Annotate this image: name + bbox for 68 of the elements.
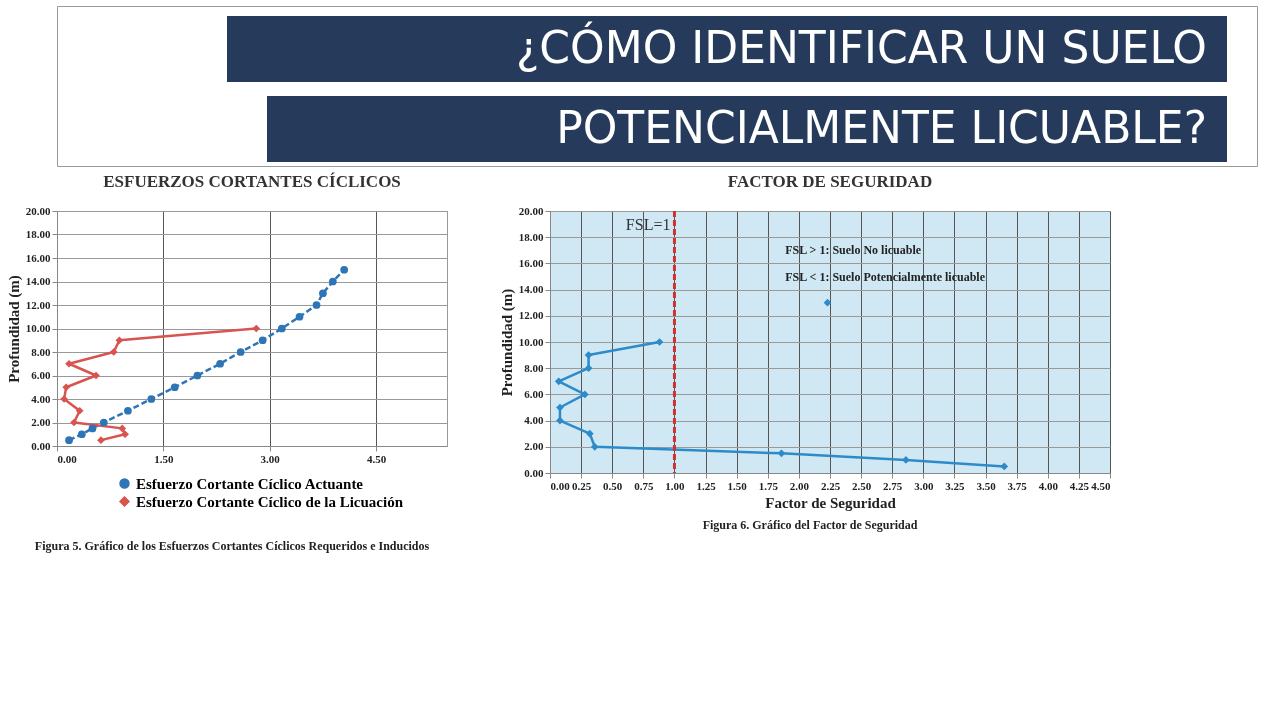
x-tick-label: 0.75 — [634, 479, 654, 492]
y-tick-label: 16.00 — [518, 256, 544, 269]
y-tick-label: 0.00 — [31, 439, 51, 452]
y-tick-label: 2.00 — [31, 416, 51, 428]
y-tick-label: 18.00 — [25, 228, 51, 240]
y-tick-label: 6.00 — [31, 369, 51, 381]
text: ¿CÓMO IDENTIFICAR UN SUELO — [515, 21, 1207, 73]
point — [580, 390, 589, 399]
y-tick-label: 0.00 — [524, 466, 544, 479]
y-tick-label: 2.00 — [524, 440, 544, 453]
point — [584, 364, 593, 373]
y-tick-label: 10.00 — [25, 322, 51, 334]
x-tick-label: 4.25 — [1069, 479, 1090, 492]
text: POTENCIALMENTE LICUABLE? — [556, 102, 1207, 153]
x-tick-label: 4.50 — [1091, 479, 1111, 492]
point — [1000, 462, 1009, 471]
x-tick-label: 1.75 — [758, 479, 779, 492]
x-tick-label: 3.00 — [260, 452, 281, 465]
point — [902, 456, 910, 464]
point — [655, 338, 664, 346]
x-tick-label: 1.50 — [727, 479, 748, 492]
x-tick-label: 2.50 — [851, 479, 872, 492]
chart-title: ESFUERZOS CORTANTES CÍCLICOS — [103, 172, 401, 191]
y-tick-label: 6.00 — [524, 387, 544, 400]
x-tick-label: 3.75 — [1007, 479, 1028, 492]
point — [823, 298, 832, 307]
point — [556, 403, 564, 412]
point — [584, 351, 593, 359]
y-tick-label: 12.00 — [518, 309, 544, 322]
y-axis-title: Profundidad (m) — [5, 275, 23, 383]
y-tick-label: 20.00 — [518, 204, 544, 217]
y-tick-label: 16.00 — [25, 251, 51, 264]
x-tick-label: 1.00 — [665, 479, 686, 492]
x-tick-label: 1.50 — [154, 452, 174, 465]
y-tick-label: 20.00 — [25, 204, 51, 217]
y-tick-label: 8.00 — [31, 345, 51, 358]
x-tick-label: 4.50 — [366, 452, 387, 465]
point — [777, 449, 786, 458]
x-tick-label: 2.75 — [883, 479, 903, 492]
y-tick-label: 4.00 — [31, 392, 51, 405]
x-tick-label: 3.50 — [976, 479, 997, 492]
y-tick-label: 14.00 — [518, 283, 544, 296]
x-axis-title: Factor de Seguridad — [765, 494, 897, 511]
text: Figura 5. Gráfico de los Esfuerzos Cortantes Cíclicos Requeridos e Inducidos — [34, 539, 430, 553]
chart-title: FACTOR DE SEGURIDAD — [727, 172, 933, 191]
x-tick-label: 0.25 — [571, 479, 592, 492]
y-tick-label: 8.00 — [524, 361, 544, 374]
x-tick-label: 2.00 — [789, 479, 810, 492]
x-tick-label: 0.50 — [603, 479, 623, 492]
x-tick-label: 0.00 — [57, 452, 78, 465]
legend-label: Esfuerzo Cortante Cíclico de la Licuación — [136, 493, 404, 510]
y-tick-label: 18.00 — [518, 230, 544, 243]
y-tick-label: 10.00 — [518, 335, 544, 348]
point — [590, 442, 599, 451]
text: Figura 6. Gráfico del Factor de Seguridad — [702, 518, 918, 532]
point — [554, 377, 563, 386]
y-tick-label: 4.00 — [524, 414, 544, 427]
y-tick-label: 12.00 — [25, 298, 51, 311]
x-tick-label: 3.25 — [945, 479, 966, 492]
legend-label: Esfuerzo Cortante Cíclico Actuante — [136, 475, 364, 492]
y-axis-title: Profundidad (m) — [498, 288, 516, 397]
x-tick-label: 0.00 — [550, 479, 571, 492]
x-tick-label: 2.25 — [820, 479, 841, 492]
y-tick-label: 14.00 — [25, 275, 51, 287]
x-tick-label: 4.00 — [1038, 479, 1059, 492]
x-tick-label: 1.25 — [696, 479, 717, 492]
point — [585, 429, 594, 438]
x-tick-label: 3.00 — [914, 479, 934, 492]
